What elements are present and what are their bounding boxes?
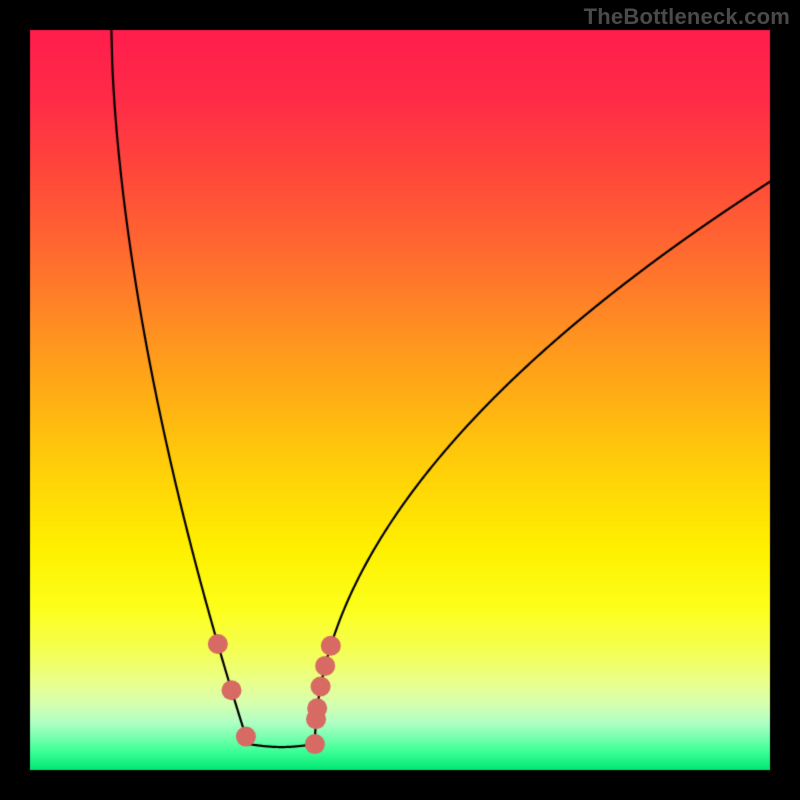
- bottleneck-curve-chart: [0, 0, 800, 800]
- watermark-text: TheBottleneck.com: [584, 4, 790, 30]
